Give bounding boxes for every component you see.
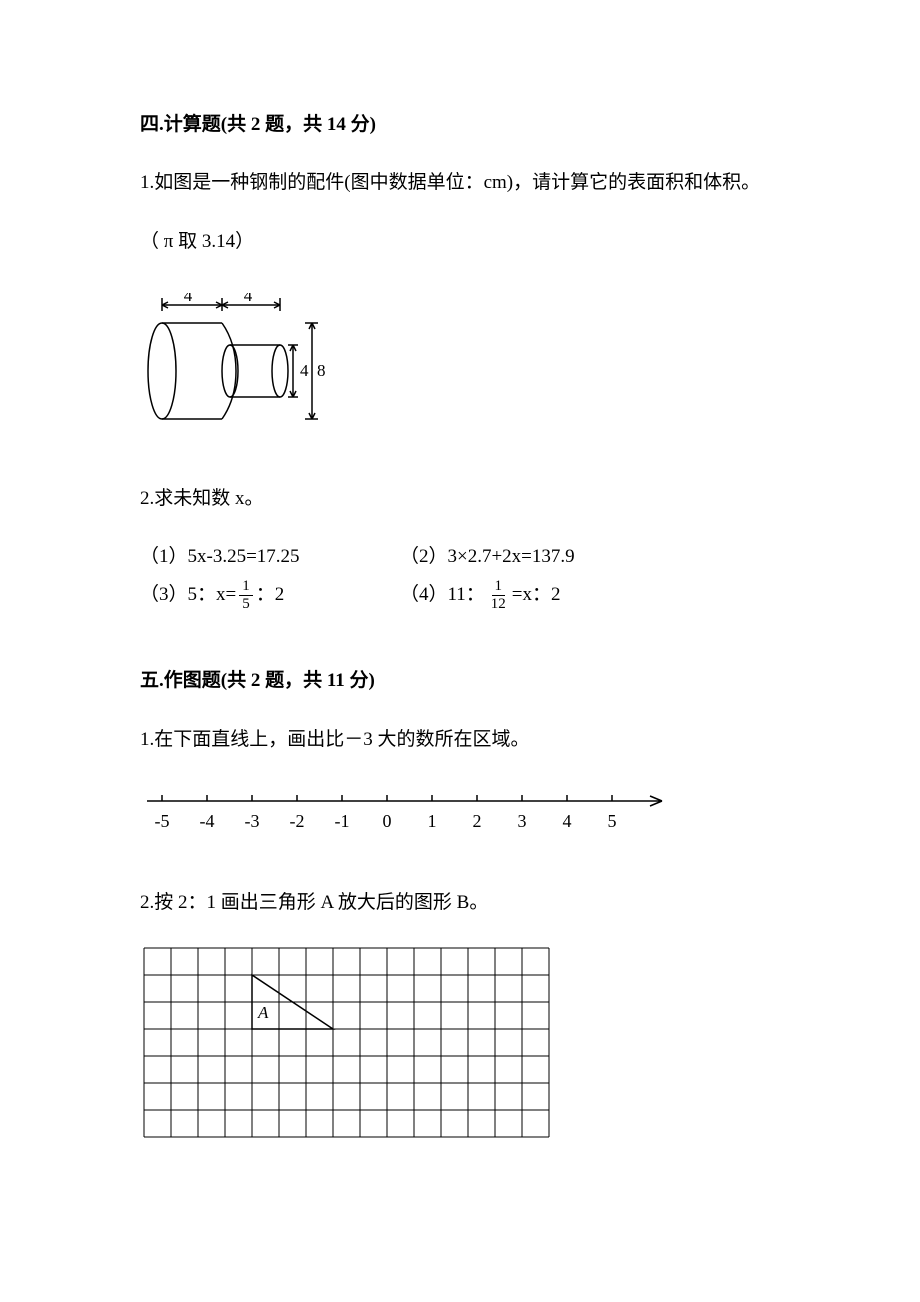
equations-row-1: （1）5x-3.25=17.25 （2）3×2.7+2x=137.9	[140, 542, 790, 572]
svg-text:5: 5	[608, 811, 617, 831]
dim-4-right: 4	[244, 293, 253, 305]
eq-4-num: 1	[492, 578, 506, 596]
eq-2: （2）3×2.7+2x=137.9	[400, 542, 575, 572]
dim-big-8: 8	[317, 361, 325, 380]
eq-3: （3）5：x= 1 5 ：2	[140, 578, 400, 612]
equations-row-2: （3）5：x= 1 5 ：2 （4）11： 1 12 =x：2	[140, 578, 790, 612]
svg-text:-2: -2	[290, 811, 305, 831]
eq-3-fraction: 1 5	[239, 578, 253, 612]
svg-text:2: 2	[473, 811, 482, 831]
eq-1: （1）5x-3.25=17.25	[140, 542, 400, 572]
svg-text:-1: -1	[335, 811, 350, 831]
svg-text:4: 4	[563, 811, 572, 831]
svg-text:A: A	[257, 1003, 269, 1022]
eq-3-den: 5	[239, 596, 253, 613]
svg-text:0: 0	[383, 811, 392, 831]
svg-text:3: 3	[518, 811, 527, 831]
section-4-q1: 1.如图是一种钢制的配件(图中数据单位：cm)，请计算它的表面积和体积。	[140, 168, 790, 198]
cylinder-diagram: 4 4 4 8	[140, 293, 790, 443]
dim-4-left: 4	[184, 293, 193, 305]
eq-4-fraction: 1 12	[488, 578, 509, 612]
svg-text:-5: -5	[155, 811, 170, 831]
section-5-header: 五.作图题(共 2 题，共 11 分)	[140, 666, 790, 696]
eq-3-num: 1	[239, 578, 253, 596]
eq-4-den: 12	[488, 596, 509, 613]
section-5-q1: 1.在下面直线上，画出比－3 大的数所在区域。	[140, 725, 790, 755]
svg-text:-3: -3	[245, 811, 260, 831]
dim-small-4: 4	[300, 361, 309, 380]
section-4-q2: 2.求未知数 x。	[140, 484, 790, 514]
eq-3-suffix: ：2	[256, 580, 285, 610]
svg-text:1: 1	[428, 811, 437, 831]
svg-text:-4: -4	[200, 811, 215, 831]
eq-4-suffix: =x：2	[512, 580, 561, 610]
section-4-header: 四.计算题(共 2 题，共 14 分)	[140, 110, 790, 140]
eq-4: （4）11： 1 12 =x：2	[400, 578, 561, 612]
eq-4-prefix: （4）11：	[400, 580, 485, 610]
number-line-diagram: -5 -4 -3 -2 -1 0 1 2 3 4 5	[142, 787, 790, 851]
eq-3-prefix: （3）5：x=	[140, 580, 236, 610]
grid-diagram: A	[142, 946, 790, 1149]
section-5-q2: 2.按 2：1 画出三角形 A 放大后的图形 B。	[140, 888, 790, 918]
pi-note: （ π 取 3.14）	[140, 227, 790, 257]
